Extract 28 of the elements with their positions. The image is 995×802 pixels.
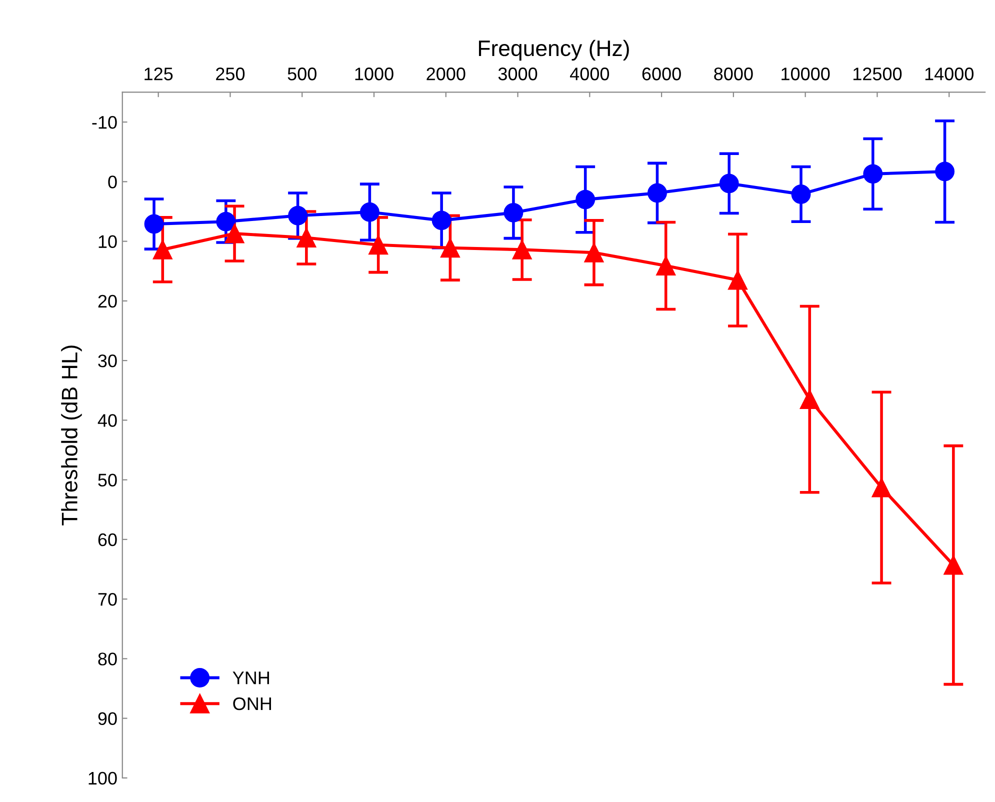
y-tick-label: 50 [98, 474, 117, 487]
y-tick-label: 100 [88, 772, 117, 785]
legend-label: YNH [232, 672, 269, 684]
x-tick-label: 125 [144, 68, 173, 80]
y-tick-label: 40 [98, 414, 117, 427]
y-tick-label: 60 [98, 533, 117, 546]
legend-label: ONH [233, 697, 271, 710]
x-tick-label: 4000 [570, 68, 610, 80]
x-tick-label: 6000 [642, 68, 681, 80]
y-axis-title: Threshold (dB HL) [61, 346, 82, 526]
x-tick-label: 2000 [426, 68, 466, 80]
y-tick-label: 20 [98, 294, 117, 308]
x-tick-label: 500 [288, 68, 316, 80]
y-tick-label: 90 [98, 712, 117, 726]
x-axis-title: Frequency (Hz) [478, 40, 629, 61]
y-tick-label: -10 [92, 116, 117, 129]
x-tick-label: 12500 [853, 68, 902, 80]
x-tick-label: 1000 [355, 68, 394, 80]
x-tick-label: 8000 [714, 68, 753, 80]
y-tick-label: 10 [98, 235, 117, 248]
y-tick-label: 30 [98, 354, 117, 368]
x-tick-label: 14000 [925, 68, 974, 80]
x-tick-label: 250 [216, 68, 245, 80]
x-tick-label: 10000 [782, 68, 830, 80]
y-tick-label: 80 [98, 652, 117, 666]
y-tick-label: 0 [108, 176, 117, 188]
x-tick-label: 3000 [498, 68, 538, 80]
y-tick-label: 70 [98, 592, 117, 606]
